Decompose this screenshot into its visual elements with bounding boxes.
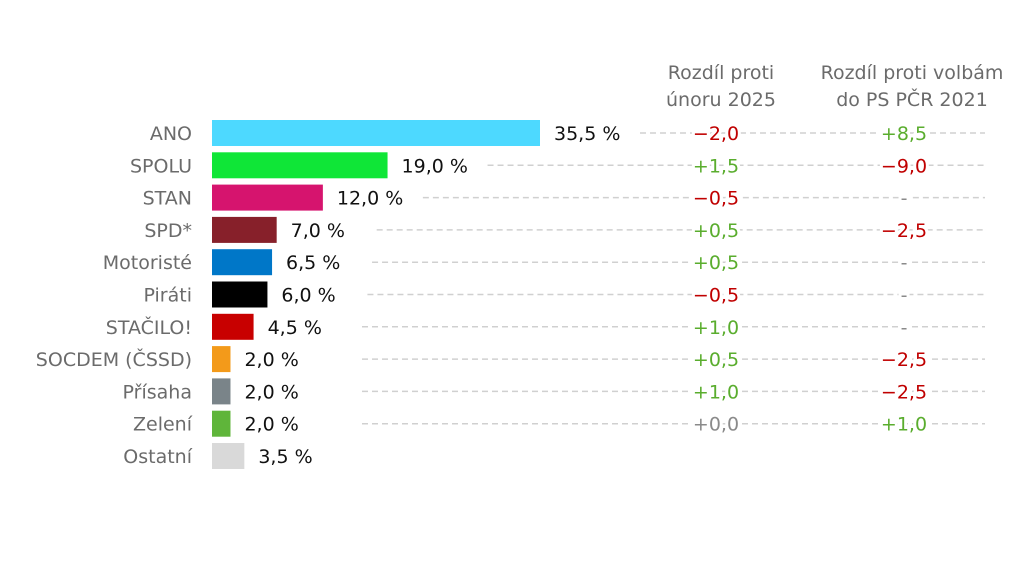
column-2-header-line-1: Rozdíl proti volbám xyxy=(821,62,1004,84)
bar xyxy=(212,443,245,469)
change-value-col-2: - xyxy=(901,317,908,339)
bar xyxy=(212,152,388,179)
change-value-col-2: −9,0 xyxy=(881,155,927,177)
category-label: Piráti xyxy=(143,285,192,307)
category-label: Přísaha xyxy=(123,381,192,403)
category-label: Motoristé xyxy=(103,252,192,274)
value-label: 2,0 % xyxy=(244,414,298,436)
bar xyxy=(212,216,277,243)
change-value-col-2: - xyxy=(901,188,908,210)
change-value-col-2: −2,5 xyxy=(881,349,927,371)
change-value-col-1: +0,5 xyxy=(693,252,739,274)
change-value-col-1: −0,5 xyxy=(693,285,739,307)
category-label: STAN xyxy=(143,188,192,210)
change-value-col-2: −2,5 xyxy=(881,381,927,403)
change-value-col-2: - xyxy=(901,285,908,307)
change-value-col-1: +1,0 xyxy=(693,381,739,403)
change-value-col-1: +1,5 xyxy=(693,155,739,177)
column-1-header-line-1: Rozdíl proti xyxy=(668,62,774,84)
category-label: Zelení xyxy=(133,414,193,436)
change-value-col-1: +0,5 xyxy=(693,220,739,242)
column-2-header-line-2: do PS PČR 2021 xyxy=(836,87,988,111)
bar xyxy=(212,120,540,146)
change-value-col-1: +0,0 xyxy=(693,414,739,436)
value-label: 3,5 % xyxy=(258,446,312,468)
change-value-col-2: +1,0 xyxy=(881,414,927,436)
bar xyxy=(212,184,323,211)
category-label: Ostatní xyxy=(123,446,192,468)
value-label: 7,0 % xyxy=(291,220,345,242)
value-label: 12,0 % xyxy=(337,188,403,210)
change-value-col-1: +0,5 xyxy=(693,349,739,371)
bar xyxy=(212,410,231,437)
gridlines xyxy=(362,132,985,425)
category-label: SOCDEM (ČSSD) xyxy=(36,347,192,371)
change-value-col-1: −2,0 xyxy=(693,123,739,145)
column-headers: Rozdíl proti únoru 2025 Rozdíl proti volbá… xyxy=(666,62,1003,111)
value-label: 35,5 % xyxy=(554,123,620,145)
value-label: 4,5 % xyxy=(268,317,322,339)
change-value-col-1: +1,0 xyxy=(693,317,739,339)
bar xyxy=(212,378,231,405)
value-label: 19,0 % xyxy=(402,155,468,177)
bar xyxy=(212,249,273,276)
value-label: 2,0 % xyxy=(244,381,298,403)
column-1-header-line-2: únoru 2025 xyxy=(666,89,776,111)
change-value-col-2: - xyxy=(901,252,908,274)
value-label: 6,0 % xyxy=(281,285,335,307)
value-label: 6,5 % xyxy=(286,252,340,274)
value-label: 2,0 % xyxy=(244,349,298,371)
change-value-col-2: −2,5 xyxy=(881,220,927,242)
category-label: SPOLU xyxy=(130,155,192,177)
bar xyxy=(212,281,268,308)
category-label: SPD* xyxy=(144,220,192,242)
change-value-col-1: −0,5 xyxy=(693,188,739,210)
change-value-col-2: +8,5 xyxy=(881,123,927,145)
bars: ANO 35,5 % −2,0 +8,5 SPOLU 19,0 % +1,5 −9,0 STAN… xyxy=(36,120,930,471)
category-label: ANO xyxy=(150,123,192,145)
bar xyxy=(212,313,254,340)
bar xyxy=(212,346,231,373)
category-label: STAČILO! xyxy=(106,315,192,339)
